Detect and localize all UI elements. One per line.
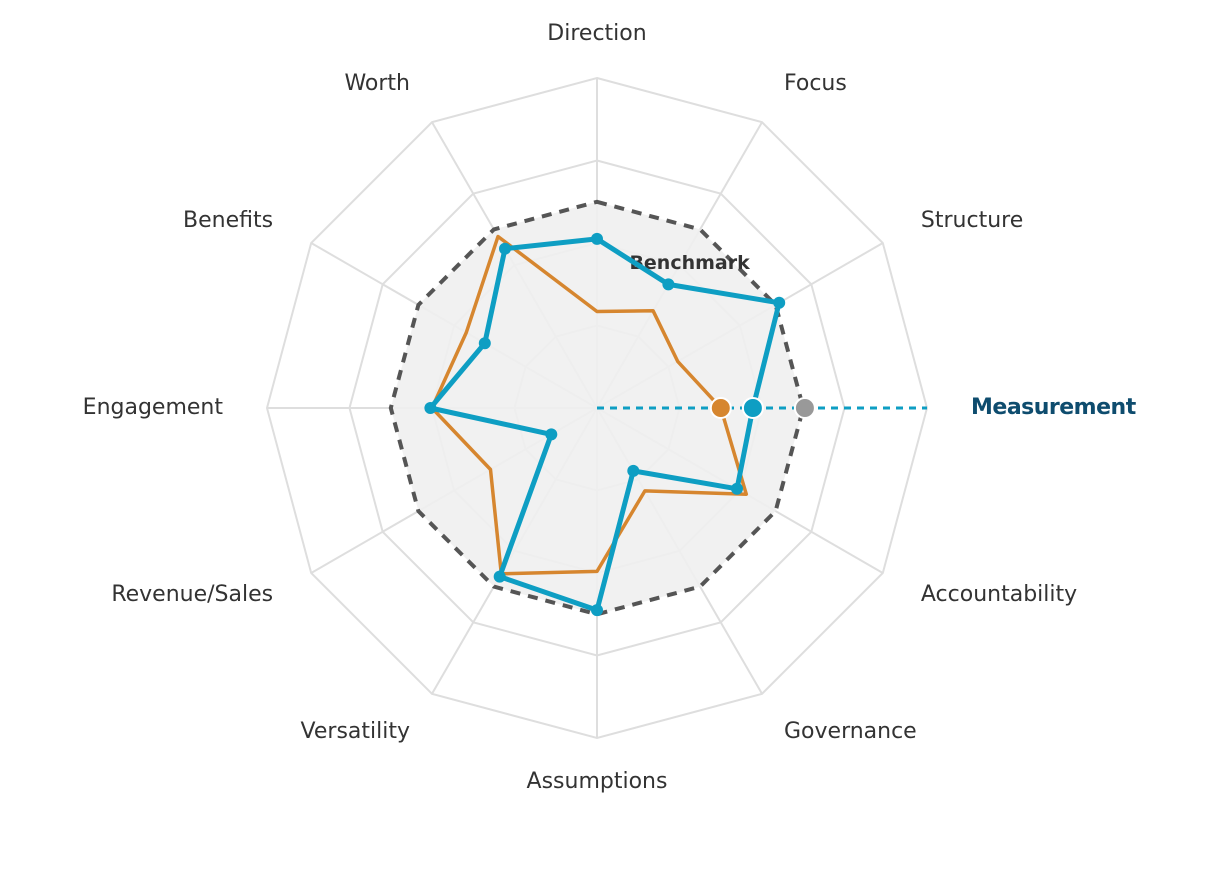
series-point-revenue-sales[interactable] <box>545 428 558 441</box>
series-point-direction[interactable] <box>591 232 603 245</box>
highlight-marker-2[interactable] <box>741 397 764 419</box>
benchmark-outline <box>388 199 806 617</box>
axis-label-versatility: Versatility <box>301 719 410 744</box>
benchmark-label: Benchmark <box>629 252 750 274</box>
series-point-accountability[interactable] <box>731 482 743 495</box>
highlight-marker-1[interactable] <box>709 397 732 419</box>
axis-label-accountability: Accountability <box>921 582 1077 607</box>
axis-label-direction: Direction <box>547 21 646 46</box>
axis-label-focus: Focus <box>784 71 847 96</box>
axis-label-structure: Structure <box>921 208 1023 233</box>
series-point-governance[interactable] <box>627 464 640 477</box>
axis-label-governance: Governance <box>784 719 917 744</box>
highlight-marker-3[interactable] <box>793 397 816 419</box>
axis-label-benefits: Benefits <box>183 208 273 233</box>
series-point-versatility[interactable] <box>493 570 506 583</box>
axis-label-engagement: Engagement <box>83 395 224 420</box>
series-point-benefits[interactable] <box>478 337 491 350</box>
series-point-focus[interactable] <box>662 278 675 291</box>
highlight-axis <box>597 397 927 419</box>
series-line-1 <box>430 234 749 576</box>
series-point-worth[interactable] <box>499 242 511 255</box>
axis-label-measurement[interactable]: Measurement <box>971 395 1137 420</box>
series <box>424 232 786 617</box>
axis-labels: Direction Focus Structure Measurement Accoun… <box>83 21 1138 794</box>
series-point-assumptions[interactable] <box>591 604 603 617</box>
axis-label-revenue-sales: Revenue/Sales <box>111 582 273 607</box>
axis-label-worth: Worth <box>344 71 410 96</box>
series-point-engagement[interactable] <box>424 402 437 414</box>
series-point-structure[interactable] <box>773 296 786 309</box>
axis-label-assumptions: Assumptions <box>527 769 668 794</box>
